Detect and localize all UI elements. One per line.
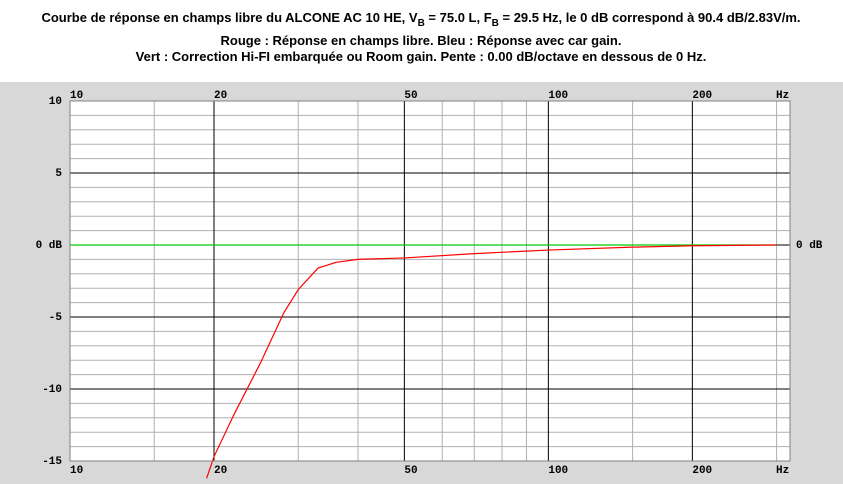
chart-title: Courbe de réponse en champs libre du ALC… [41,10,800,29]
y-tick-label: -10 [42,384,62,396]
y-tick-label: 10 [49,96,62,108]
title-part: = 75.0 L, F [425,10,492,25]
response-line [206,244,777,479]
title-sub: B [492,18,499,29]
y-tick-label-right: 0 dB [796,240,823,252]
x-unit-top: Hz [776,90,789,102]
x-tick-label-bottom: 50 [404,465,417,477]
x-tick-label-top: 200 [692,90,712,102]
subtitle: Vert : Correction Hi-FI embarquée ou Roo… [136,49,707,64]
title-part: Courbe de réponse en champs libre du ALC… [41,10,417,25]
x-tick-label-top: 100 [548,90,568,102]
x-unit-bottom: Hz [776,465,789,477]
x-tick-label-top: 50 [404,90,417,102]
plot-border [69,100,791,462]
y-tick-label: 0 dB [36,240,63,252]
y-tick-label: -15 [42,456,62,468]
x-tick-label-bottom: 10 [70,465,83,477]
x-tick-label-top: 20 [214,90,227,102]
plot-area [70,101,790,461]
subtitle: Rouge : Réponse en champs libre. Bleu : … [221,33,622,48]
lines [70,244,777,479]
labels: 10 5 0 dB 0 dB -5 -10 -15 10 10 20 20 50 50 100 100 200… [36,90,823,477]
x-tick-label-bottom: 100 [548,465,568,477]
x-tick-label-bottom: 200 [692,465,712,477]
y-tick-label: -5 [49,312,63,324]
title-part: = 29.5 Hz, le 0 dB correspond à 90.4 dB/… [499,10,801,25]
x-tick-label-top: 10 [70,90,83,102]
y-tick-label: 5 [55,168,62,180]
title-sub: B [418,18,425,29]
x-tick-label-bottom: 20 [214,465,227,477]
